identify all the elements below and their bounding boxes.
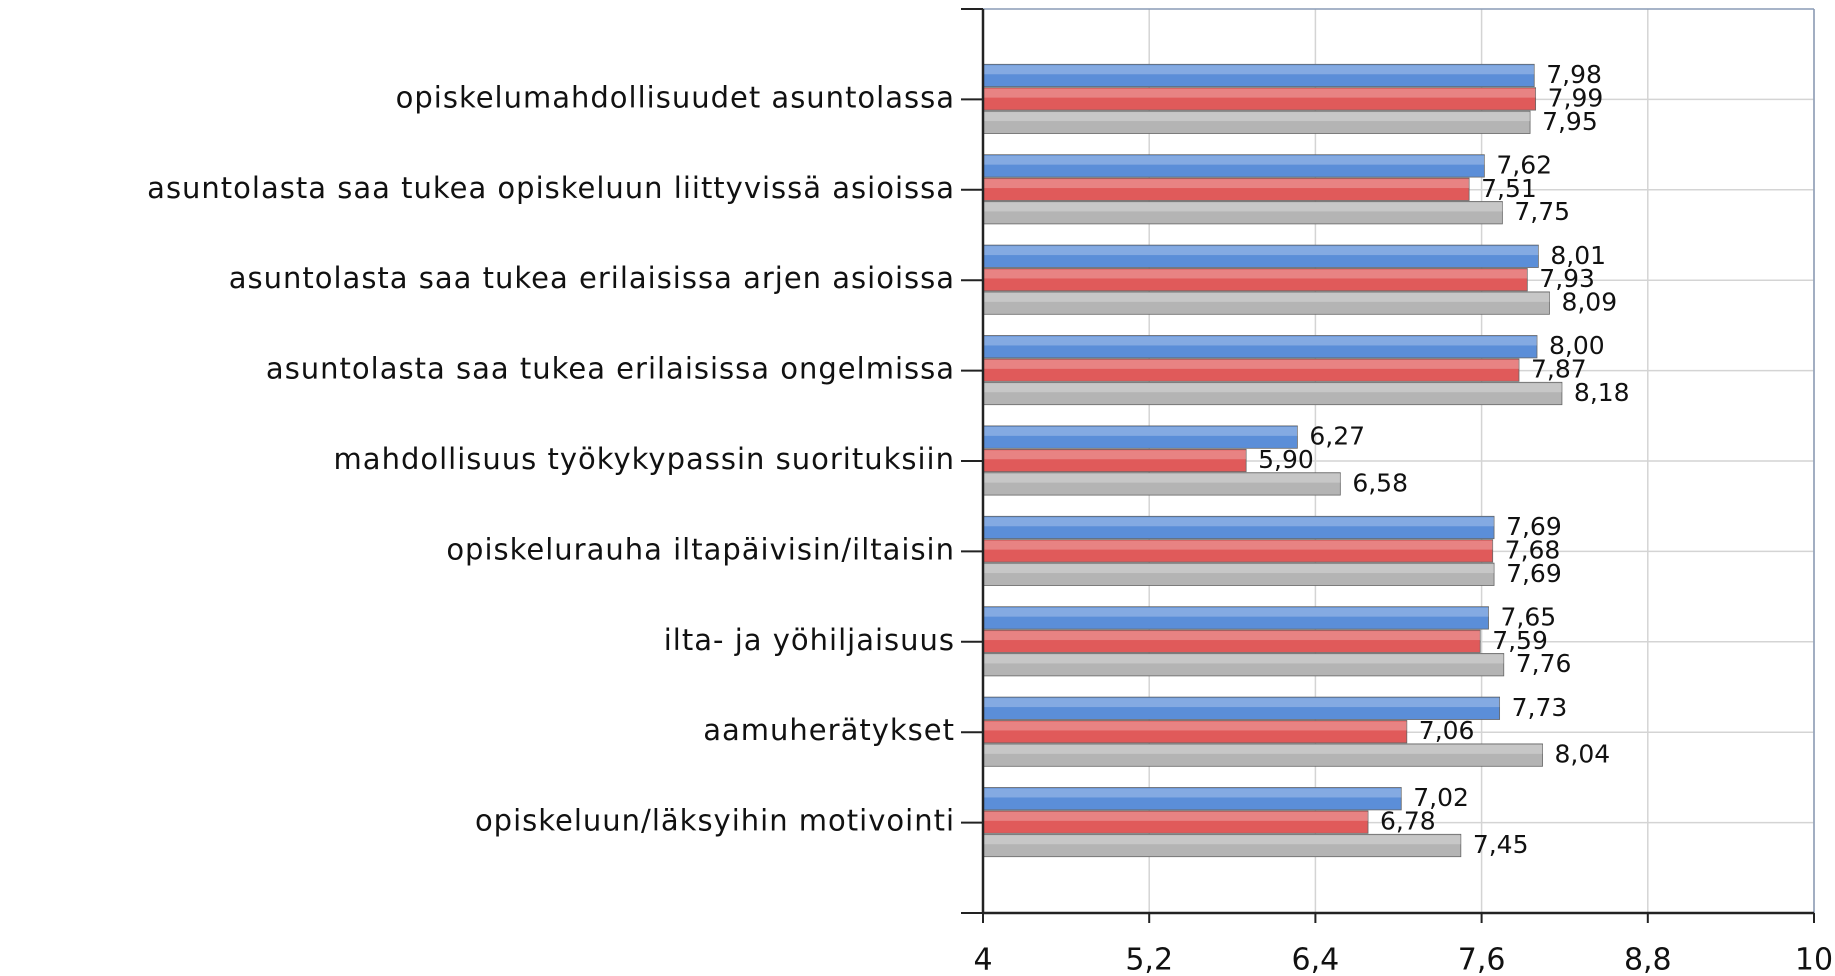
bar-shine [983,336,1537,346]
value-label: 7,99 [1548,83,1604,112]
y-tick-label: opiskeluun/läksyihin motivointi [475,804,955,838]
bar-shine [983,202,1503,212]
value-label: 7,95 [1542,107,1598,136]
y-tick-label: opiskelumahdollisuudet asuntolassa [396,80,955,114]
value-label: 6,27 [1309,422,1365,451]
bar-shine [983,721,1407,731]
y-tick-label: aamuherätykset [703,713,955,747]
bar-shine [983,607,1489,617]
value-label: 7,87 [1531,355,1587,384]
bar-shine [983,517,1495,527]
value-label: 7,76 [1516,649,1572,678]
bar-shine [983,359,1519,369]
value-label: 7,75 [1514,197,1570,226]
value-label: 8,09 [1561,288,1617,317]
bar-shine [983,426,1298,436]
bar-shine [983,246,1539,256]
value-label: 7,65 [1501,602,1557,631]
value-label: 8,04 [1555,740,1611,769]
value-label: 7,69 [1506,512,1562,541]
bar-shine [983,179,1470,189]
y-tick-label: opiskelurauha iltapäivisin/iltaisin [446,532,955,566]
bar-shine [983,65,1535,75]
value-label: 7,69 [1506,559,1562,588]
x-tick-label: 7,6 [1458,943,1506,976]
bar-shine [983,564,1495,574]
x-tick-label: 4 [973,943,992,976]
value-label: 7,02 [1413,783,1469,812]
value-label: 7,06 [1419,716,1475,745]
value-label: 5,90 [1258,445,1314,474]
value-label: 7,62 [1496,150,1552,179]
bar-shine [983,292,1550,302]
bar-shine [983,112,1531,122]
y-tick-label: asuntolasta saa tukea erilaisissa arjen … [229,261,955,295]
bar-shine [983,788,1402,798]
bar-shine [983,450,1247,460]
value-label: 8,18 [1574,378,1630,407]
bar-shine [983,155,1485,165]
bar-shine [983,698,1500,708]
bar-shine [983,811,1369,821]
bar-shine [983,383,1562,393]
x-tick-label: 5,2 [1125,943,1173,976]
bar-shine [983,835,1461,845]
value-label: 7,73 [1512,693,1568,722]
value-label: 7,45 [1473,830,1529,859]
x-tick-label: 8,8 [1624,943,1672,976]
value-label: 8,00 [1549,331,1605,360]
x-tick-label: 10 [1795,943,1833,976]
bar-shine [983,269,1528,279]
bar-shine [983,473,1341,483]
bar-shine [983,654,1504,664]
bar-shine [983,744,1543,754]
value-label: 6,78 [1380,807,1436,836]
y-tick-label: ilta- ja yöhiljaisuus [664,623,955,657]
value-label: 6,58 [1352,468,1408,497]
x-tick-label: 6,4 [1292,943,1340,976]
bar-shine [983,88,1536,98]
value-label: 7,51 [1481,174,1537,203]
y-tick-label: mahdollisuus työkykypassin suorituksiin [334,442,955,476]
value-label: 8,01 [1550,241,1606,270]
value-label: 7,98 [1546,60,1602,89]
y-tick-label: asuntolasta saa tukea erilaisissa ongelm… [266,352,955,386]
y-tick-label: asuntolasta saa tukea opiskeluun liittyv… [147,171,955,205]
value-label: 7,68 [1505,535,1561,564]
bar-shine [983,631,1481,641]
value-label: 7,93 [1539,264,1595,293]
value-label: 7,59 [1492,626,1548,655]
bar-shine [983,540,1493,550]
